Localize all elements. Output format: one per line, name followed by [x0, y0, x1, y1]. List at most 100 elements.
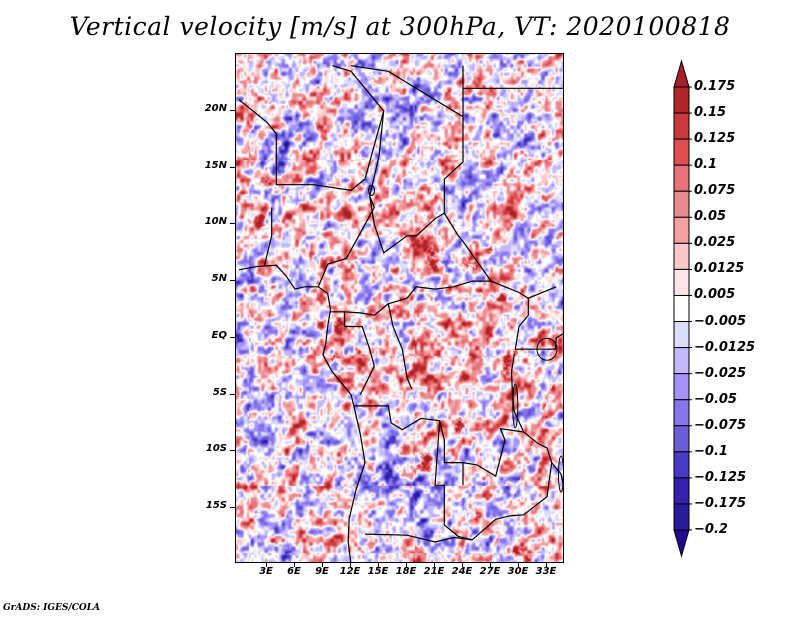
x-tick: [322, 562, 323, 567]
x-tick: [434, 562, 435, 567]
colorbar-segment: [673, 294, 690, 323]
y-tick: [230, 393, 235, 395]
lake-malawi-outline: [558, 455, 563, 493]
border-line: [343, 311, 375, 395]
x-tick: [266, 562, 267, 567]
colorbar-label: −0.125: [694, 469, 747, 485]
border-line: [317, 195, 375, 288]
y-tick: [230, 280, 235, 282]
lake-chad-outline: [368, 184, 376, 196]
x-tick-label: 33E: [535, 566, 557, 577]
colorbar-segment: [673, 373, 690, 401]
x-tick: [294, 562, 295, 567]
y-tick: [230, 166, 235, 168]
x-tick-label: 9E: [315, 566, 329, 577]
x-tick-label: 24E: [451, 566, 473, 577]
border-line: [330, 280, 491, 316]
colorbar-segment: [673, 164, 690, 192]
border-line: [462, 427, 524, 478]
x-tick-label: 12E: [339, 566, 361, 577]
border-line: [369, 110, 445, 254]
colorbar-label: 0.15: [694, 105, 727, 121]
colorbar-segment: [673, 112, 690, 140]
colorbar-label: 0.1: [694, 157, 718, 173]
border-line: [523, 431, 553, 516]
colorbar-label: −0.0125: [694, 339, 756, 355]
map-plot-area: [235, 53, 564, 563]
lake-victoria-outline: [536, 337, 558, 361]
colorbar-label: −0.05: [694, 391, 737, 407]
colorbar-label: 0.05: [694, 209, 727, 225]
border-line: [434, 420, 473, 541]
x-tick: [350, 562, 351, 567]
grads-credit: GrADS: IGES/COLA: [3, 603, 101, 613]
chart-title: Vertical velocity [m/s] at 300hPa, VT: 2…: [69, 12, 731, 41]
colorbar-label: 0.005: [694, 287, 736, 303]
border-line: [387, 303, 413, 390]
y-tick: [230, 336, 235, 338]
colorbar-label: −0.175: [694, 495, 747, 511]
y-tick-label: 5S: [212, 386, 227, 398]
colorbar-segment: [673, 451, 690, 479]
x-tick: [462, 562, 463, 567]
border-line: [238, 264, 366, 562]
colorbar-segment: [673, 86, 690, 114]
border-line: [551, 462, 563, 487]
colorbar-top-triangle: [673, 59, 690, 88]
colorbar-segment: [673, 321, 690, 349]
x-tick: [378, 562, 379, 567]
colorbar-label: 0.0125: [694, 261, 745, 277]
y-tick-label: 5N: [211, 273, 227, 285]
x-tick: [518, 562, 519, 567]
border-line: [238, 65, 385, 192]
x-tick-label: 3E: [259, 566, 273, 577]
x-tick: [490, 562, 491, 567]
y-tick: [230, 110, 235, 111]
x-tick-label: 18E: [395, 566, 417, 577]
colorbar-bottom-triangle: [673, 529, 690, 558]
border-line: [364, 514, 524, 543]
x-tick: [546, 562, 547, 567]
colorbar-segment: [673, 503, 690, 531]
x-tick: [406, 562, 407, 567]
lake-tanganyika-outline: [512, 383, 519, 429]
colorbar-label: 0.175: [694, 79, 736, 94]
x-tick-label: 15E: [367, 566, 389, 577]
border-line: [350, 65, 557, 299]
colorbar-label: 0.125: [694, 131, 736, 147]
colorbar-segment: [673, 138, 690, 166]
colorbar-segment: [673, 347, 690, 375]
y-tick-label: 15S: [205, 500, 227, 511]
colorbar-label: −0.1: [694, 443, 728, 459]
x-tick-label: 6E: [287, 566, 301, 577]
colorbar-label: −0.025: [694, 365, 747, 381]
y-tick: [230, 507, 235, 508]
colorbar-segment: [673, 268, 690, 296]
y-tick-label: 10N: [204, 216, 227, 228]
border-line: [353, 405, 464, 486]
colorbar-segment: [673, 477, 690, 505]
vertical-velocity-field: [236, 54, 563, 562]
y-tick: [230, 450, 235, 452]
colorbar-label: −0.075: [694, 417, 747, 433]
y-tick-label: 20N: [204, 103, 227, 114]
border-line: [515, 333, 563, 350]
y-tick-label: 15N: [204, 159, 227, 171]
colorbar-label: −0.2: [694, 522, 728, 537]
colorbar-label: 0.025: [694, 235, 736, 251]
x-tick-label: 27E: [479, 566, 501, 577]
colorbar-segment: [673, 242, 690, 270]
x-tick-label: 21E: [423, 566, 445, 577]
country-borders: [238, 65, 563, 562]
y-tick-label: EQ: [211, 329, 227, 341]
x-tick-label: 30E: [507, 566, 529, 577]
colorbar-segment: [673, 425, 690, 453]
border-line: [263, 207, 273, 267]
colorbar-segment: [673, 216, 690, 244]
border-line: [514, 298, 529, 350]
colorbar-segment: [673, 399, 690, 427]
colorbar-segment: [673, 190, 690, 218]
y-tick: [230, 223, 235, 225]
colorbar-label: 0.075: [694, 183, 736, 199]
